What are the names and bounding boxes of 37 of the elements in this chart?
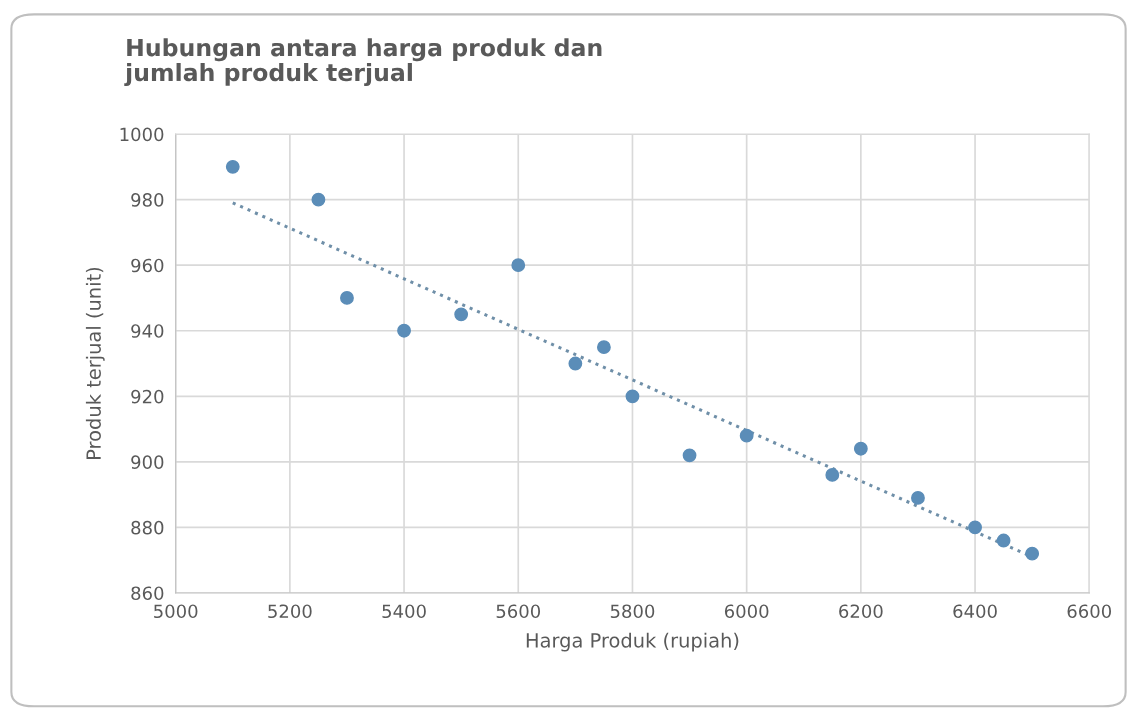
point [597,340,611,355]
x-tick-label: 5000 [154,604,198,619]
point [625,389,640,404]
x-tick-label: 5400 [382,604,426,619]
point [340,291,354,305]
point [853,441,868,456]
y-tick-label: 920 [131,389,164,404]
y-tick-label: 880 [131,520,164,535]
x-tick-label: 6400 [953,604,997,619]
y-tick-label: 980 [131,193,164,207]
point [311,192,326,207]
y-tick-label: 860 [131,586,164,601]
x-axis-title: Harga Produk (rupiah) [526,632,739,652]
point [739,428,754,443]
point [996,533,1011,548]
y-tick-label: 940 [131,324,164,338]
y-tick-label: 960 [131,258,164,273]
point [911,490,925,505]
y-tick-label: 1000 [120,127,164,142]
point [682,448,697,463]
x-tick-label: 6000 [724,604,769,619]
y-tick-label: 900 [131,455,164,469]
point [968,520,982,535]
point [511,258,526,273]
point [397,323,411,338]
point [454,307,469,322]
chart-title: Hubungan antara harga produk dan jumlah produk terjual [124,38,602,87]
y-axis-title: Produk terjual (unit) [85,267,105,459]
x-tick-label: 5800 [610,604,655,619]
x-tick-label: 6600 [1067,604,1112,619]
point [568,356,583,371]
point [825,468,840,482]
point [1025,546,1040,561]
point [225,159,240,174]
x-tick-label: 5600 [496,604,541,619]
x-tick-label: 5200 [268,604,312,619]
x-tick-label: 6200 [839,604,883,619]
